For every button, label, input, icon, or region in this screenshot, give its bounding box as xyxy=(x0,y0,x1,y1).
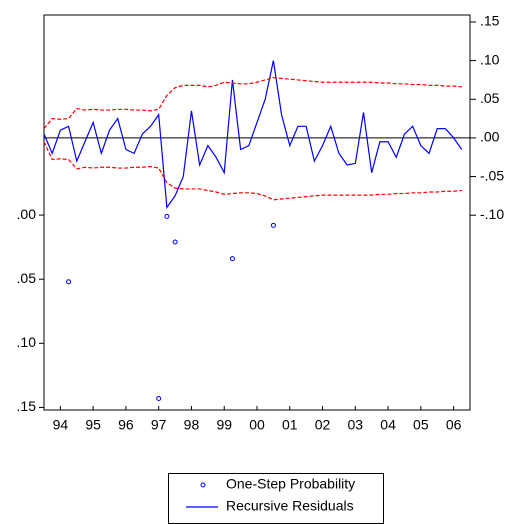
probability-marker xyxy=(164,213,170,219)
x-tick-label: 05 xyxy=(413,417,429,433)
x-tick-label: 00 xyxy=(249,417,265,433)
y2-tick-label: .10 xyxy=(480,51,500,67)
y-tick-label: .15 xyxy=(17,398,37,414)
x-tick-label: 03 xyxy=(348,417,364,433)
legend-box xyxy=(168,473,384,524)
legend-label: One-Step Probability xyxy=(226,476,355,492)
x-tick-label: 95 xyxy=(85,417,101,433)
x-tick-label: 96 xyxy=(118,417,134,433)
y2-tick-label: -.05 xyxy=(480,167,504,183)
probability-marker xyxy=(229,256,235,262)
y-tick-label: .05 xyxy=(17,270,37,286)
y2-tick-label: .05 xyxy=(480,90,500,106)
x-tick-label: 06 xyxy=(446,417,462,433)
legend-marker xyxy=(200,482,206,488)
x-tick-label: 01 xyxy=(282,417,298,433)
y-tick-label: .00 xyxy=(17,206,37,222)
y2-tick-label: -.10 xyxy=(480,206,504,222)
x-tick-label: 97 xyxy=(151,417,167,433)
probability-marker xyxy=(172,239,178,245)
y-tick-label: .10 xyxy=(17,334,37,350)
y2-tick-label: .15 xyxy=(480,13,500,29)
probability-marker xyxy=(156,395,162,401)
probability-marker xyxy=(270,222,276,228)
probability-marker xyxy=(66,279,72,285)
x-tick-label: 02 xyxy=(315,417,331,433)
band-line xyxy=(43,141,462,201)
y2-tick-label: .00 xyxy=(480,129,500,145)
plot-frame xyxy=(43,14,471,411)
x-tick-label: 04 xyxy=(380,417,396,433)
legend-label: Recursive Residuals xyxy=(226,498,354,514)
x-tick-label: 94 xyxy=(53,417,69,433)
band-line xyxy=(43,77,462,130)
residual-line xyxy=(43,60,463,210)
x-tick-label: 98 xyxy=(184,417,200,433)
x-tick-label: 99 xyxy=(216,417,232,433)
